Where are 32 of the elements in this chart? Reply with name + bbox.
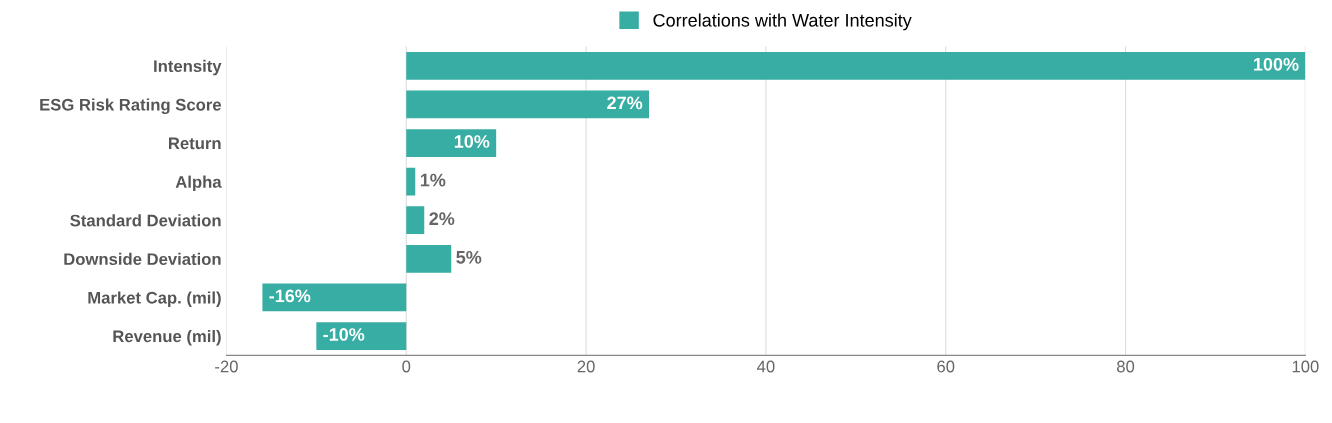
bar	[406, 90, 650, 119]
legend-label: Correlations with Water Intensity	[653, 13, 912, 31]
bar	[406, 51, 1306, 80]
data-label: 100%	[1254, 57, 1299, 71]
y-tick-label: Alpha	[175, 175, 222, 192]
y-tick-label: Standard Deviation	[70, 214, 221, 227]
data-label: -16%	[269, 289, 311, 303]
data-label: 1%	[420, 173, 446, 187]
y-tick-label: ESG Risk Rating Score	[40, 98, 222, 114]
y-tick-label: Intensity	[154, 59, 222, 76]
data-label: -10%	[323, 328, 365, 341]
y-tick-label: Revenue (mil)	[113, 329, 221, 346]
bar	[262, 283, 407, 312]
x-tick-label: 20	[577, 360, 595, 373]
x-tick-label: -20	[215, 360, 238, 373]
bar	[316, 322, 407, 350]
x-tick-label: 60	[937, 360, 955, 373]
y-tick-label: Downside Deviation	[64, 252, 221, 266]
bar	[406, 129, 497, 157]
data-label: 27%	[607, 96, 643, 110]
x-tick-label: 80	[1117, 360, 1135, 373]
bar	[406, 167, 416, 196]
y-tick-label: Market Cap. (mil)	[88, 291, 221, 307]
data-label: 5%	[456, 250, 482, 264]
data-label: 10%	[454, 135, 490, 148]
bar	[406, 206, 425, 235]
x-tick-label: 100	[1292, 360, 1319, 373]
y-tick-label: Return	[168, 137, 221, 150]
x-tick-label: 0	[402, 360, 411, 373]
data-label: 2%	[429, 212, 455, 226]
bar	[406, 244, 452, 273]
x-tick-label: 40	[757, 360, 775, 373]
